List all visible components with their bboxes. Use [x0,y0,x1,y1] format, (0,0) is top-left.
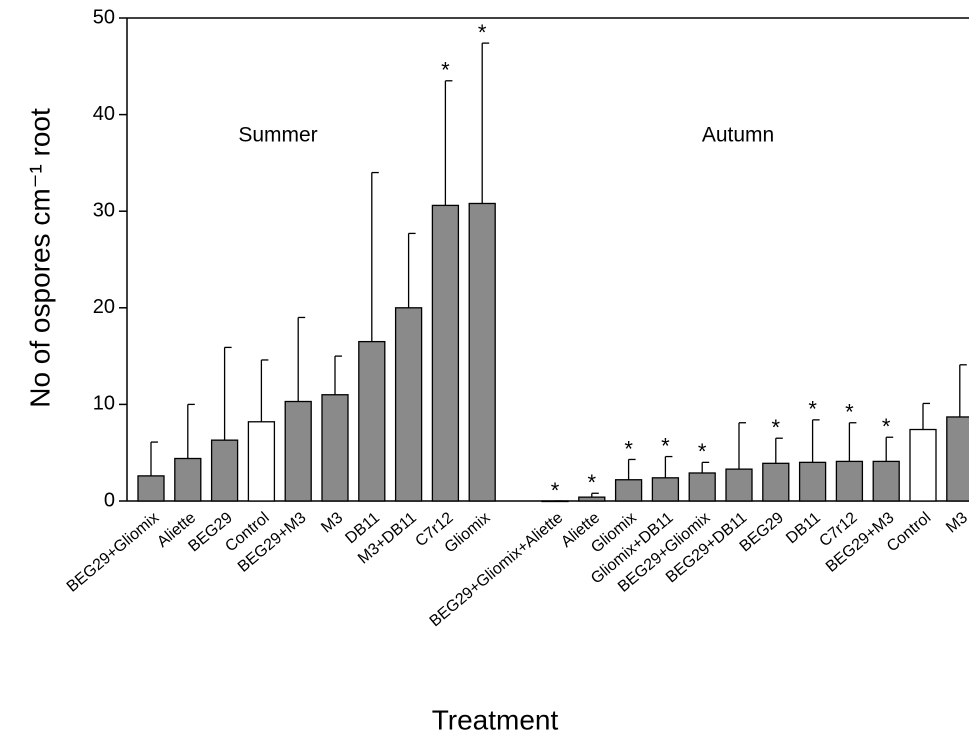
significance-mark: * [808,397,817,422]
x-tick-label: BEG29+Gliomix [64,509,162,595]
significance-mark: * [845,400,854,425]
bar [835,460,864,502]
y-tick-label: 10 [93,393,115,415]
bar [210,439,239,502]
x-axis-title: Treatment [432,704,559,735]
significance-mark: * [478,20,487,45]
group-label: Autumn [702,124,774,147]
group-label: Summer [238,124,317,147]
significance-mark: * [661,433,670,458]
y-tick-label: 40 [93,103,115,125]
bar [614,479,643,502]
y-tick-label: 50 [93,6,115,28]
significance-mark: * [772,415,781,440]
y-tick-label: 20 [93,296,115,318]
significance-mark: * [698,439,707,464]
bar [798,461,827,502]
bar [725,468,753,502]
y-tick-label: 30 [93,199,115,221]
significance-mark: * [441,58,450,83]
x-tick-label: DB11 [783,509,824,547]
bar [247,421,276,502]
bar [872,460,900,502]
significance-mark: * [551,478,560,503]
bar [762,462,790,502]
significance-mark: * [624,436,633,461]
bar [651,477,680,502]
bar [137,475,165,502]
bar [946,416,969,502]
y-tick-label: 0 [104,489,115,511]
x-tick-label: M3 [943,509,969,536]
bar [358,340,386,502]
bar [431,204,460,502]
bar [909,428,937,502]
bar [174,457,202,502]
y-axis-title: No of ospores cm⁻¹ root [24,108,55,408]
bar [468,202,496,502]
x-tick-label: M3 [318,509,346,536]
bar [578,496,606,502]
significance-mark: * [588,470,597,495]
bar [688,472,716,502]
bar [541,500,569,503]
significance-mark: * [882,414,891,439]
bar [321,394,349,502]
bar [394,307,423,502]
bar [284,400,312,502]
